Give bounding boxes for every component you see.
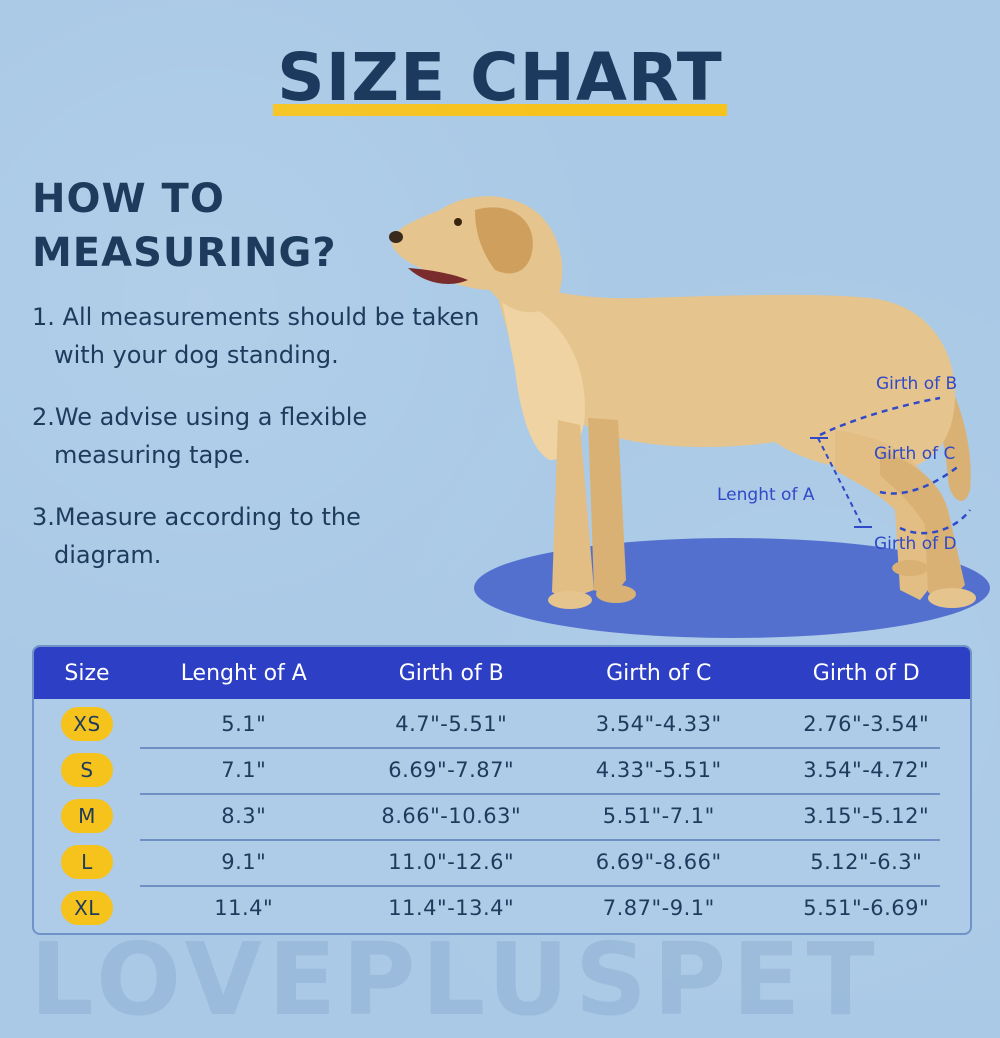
cell-girth-b: 4.7"-5.51" bbox=[395, 712, 508, 736]
label-length-a: Lenght of A bbox=[717, 485, 815, 505]
cell-girth-b: 11.0"-12.6" bbox=[388, 850, 515, 874]
cell-length-a: 5.1" bbox=[221, 712, 267, 736]
table-row: XL 11.4" 11.4"-13.4" 7.87"-9.1" 5.51"-6.… bbox=[34, 885, 970, 931]
label-girth-b: Girth of B bbox=[876, 374, 957, 394]
cell-length-a: 8.3" bbox=[221, 804, 267, 828]
page-title-text: SIZE CHART bbox=[277, 39, 723, 116]
header-girth-c: Girth of C bbox=[606, 660, 712, 686]
cell-girth-d: 3.15"-5.12" bbox=[803, 804, 930, 828]
brand-watermark: LOVEPLUSPET bbox=[30, 921, 881, 1038]
table-row: S 7.1" 6.69"-7.87" 4.33"-5.51" 3.54"-4.7… bbox=[34, 747, 970, 793]
table-body: XS 5.1" 4.7"-5.51" 3.54"-4.33" 2.76"-3.5… bbox=[34, 699, 970, 931]
cell-length-a: 11.4" bbox=[214, 896, 274, 920]
step-3: 3.Measure according to the diagram. bbox=[32, 503, 361, 569]
table-row: M 8.3" 8.66"-10.63" 5.51"-7.1" 3.15"-5.1… bbox=[34, 793, 970, 839]
cell-girth-c: 6.69"-8.66" bbox=[595, 850, 722, 874]
size-badge: M bbox=[61, 799, 113, 833]
header-size: Size bbox=[64, 660, 110, 686]
cell-length-a: 9.1" bbox=[221, 850, 267, 874]
measure-lines bbox=[819, 396, 971, 535]
how-to-heading-line1: HOW TO bbox=[32, 176, 225, 222]
cell-girth-c: 3.54"-4.33" bbox=[595, 712, 722, 736]
header-girth-d: Girth of D bbox=[812, 660, 920, 686]
label-girth-d: Girth of D bbox=[874, 534, 957, 554]
header-girth-b: Girth of B bbox=[398, 660, 504, 686]
instruction-steps: 1. All measurements should be taken with… bbox=[32, 298, 512, 598]
table-header: Size Lenght of A Girth of B Girth of C G… bbox=[34, 647, 970, 699]
size-badge: L bbox=[61, 845, 113, 879]
cell-girth-c: 5.51"-7.1" bbox=[602, 804, 715, 828]
cell-girth-c: 7.87"-9.1" bbox=[602, 896, 715, 920]
cell-girth-b: 11.4"-13.4" bbox=[388, 896, 515, 920]
size-badge: XS bbox=[61, 707, 113, 741]
how-to-heading: HOW TO MEASURING? bbox=[32, 172, 392, 280]
dog-diagram: Girth of B Girth of C Lenght of A Girth … bbox=[389, 196, 990, 638]
how-to-heading-line2: MEASURING? bbox=[32, 230, 337, 276]
dog-illustration bbox=[389, 196, 976, 609]
cell-girth-d: 5.12"-6.3" bbox=[810, 850, 923, 874]
step-2: 2.We advise using a flexible measuring t… bbox=[32, 403, 368, 469]
cell-girth-d: 2.76"-3.54" bbox=[803, 712, 930, 736]
cell-length-a: 7.1" bbox=[221, 758, 267, 782]
label-girth-c: Girth of C bbox=[874, 444, 955, 464]
table-row: L 9.1" 11.0"-12.6" 6.69"-8.66" 5.12"-6.3… bbox=[34, 839, 970, 885]
cell-girth-b: 8.66"-10.63" bbox=[381, 804, 522, 828]
cell-girth-c: 4.33"-5.51" bbox=[595, 758, 722, 782]
table-row: XS 5.1" 4.7"-5.51" 3.54"-4.33" 2.76"-3.5… bbox=[34, 701, 970, 747]
size-badge: S bbox=[61, 753, 113, 787]
header-length-a: Lenght of A bbox=[180, 660, 307, 686]
title-area: SIZE CHART bbox=[0, 38, 1000, 118]
page-title: SIZE CHART bbox=[273, 38, 727, 118]
size-table: Size Lenght of A Girth of B Girth of C G… bbox=[32, 645, 972, 935]
cell-girth-d: 3.54"-4.72" bbox=[803, 758, 930, 782]
cell-girth-b: 6.69"-7.87" bbox=[388, 758, 515, 782]
size-badge: XL bbox=[61, 891, 113, 925]
length-a-line bbox=[810, 437, 872, 528]
step-1: 1. All measurements should be taken with… bbox=[32, 303, 480, 369]
cell-girth-d: 5.51"-6.69" bbox=[803, 896, 930, 920]
